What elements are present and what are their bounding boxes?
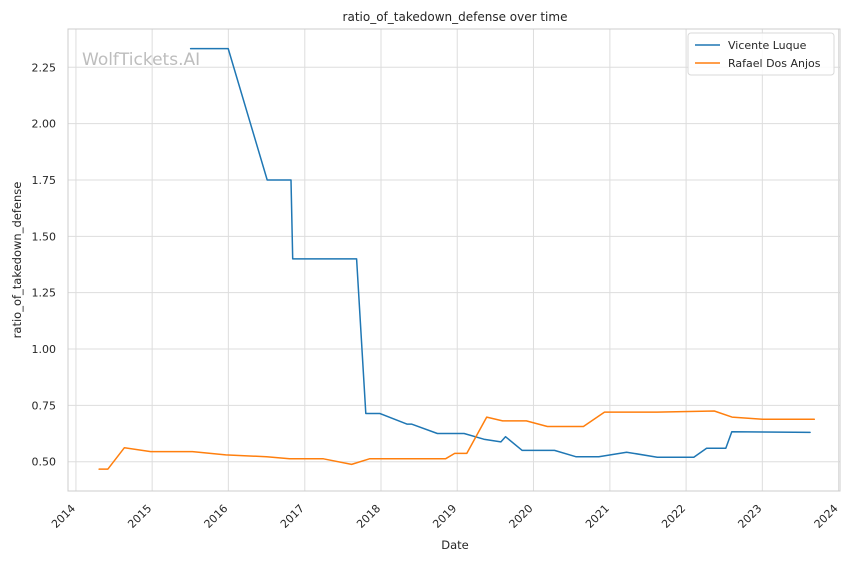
legend-box [687,32,835,76]
legend-label-rafael-dos-anjos: Rafael Dos Anjos [728,57,821,70]
y-tick-label: 0.50 [32,456,57,469]
y-tick-label: 1.75 [32,174,57,187]
y-tick-label: 2.25 [32,61,57,74]
series-layer [98,47,816,470]
chart-title: ratio_of_takedown_defense over time [343,10,568,24]
legend: Vicente Luque Rafael Dos Anjos [687,32,835,76]
y-tick-label: 2.00 [32,118,57,131]
y-tick-label: 0.75 [32,399,57,412]
y-tick-label: 1.25 [32,287,57,300]
plot-area [68,29,840,491]
plot-frame [67,28,841,492]
series-line-rafael-dos-anjos [98,410,816,470]
y-tick-label: 1.50 [32,230,57,243]
series-line-vicente-luque [189,47,811,458]
x-axis-label: Date [441,538,469,552]
legend-label-vicente-luque: Vicente Luque [728,39,807,52]
y-axis-label: ratio_of_takedown_defense [10,182,24,339]
y-tick-label: 1.00 [32,343,57,356]
tick-labels: 2014 2015 2016 2017 2018 2019 2020 2021 2022 2023… [32,61,841,531]
watermark: WolfTickets.AI [82,50,200,70]
